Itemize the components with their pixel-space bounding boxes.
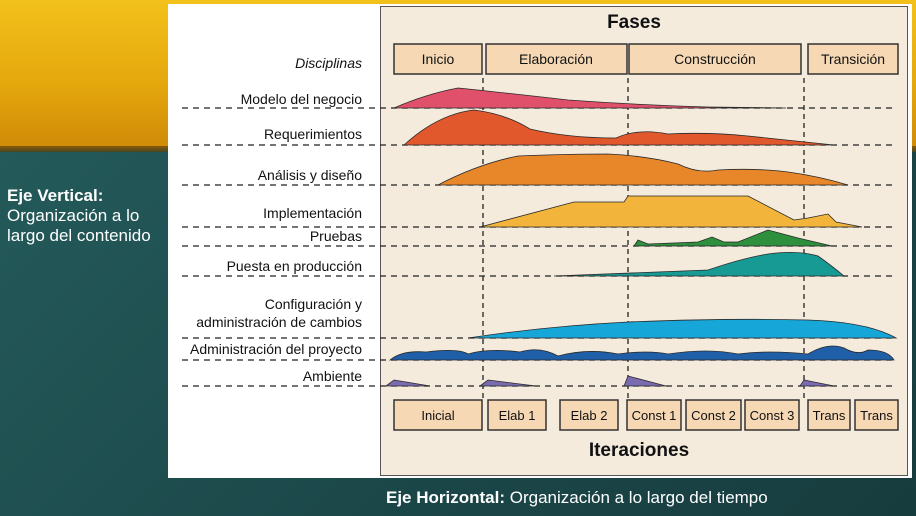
discipline-label-administracion: Administración del proyecto	[190, 341, 362, 357]
phase-box-inicio	[393, 43, 483, 75]
disciplines-header: Disciplinas	[295, 55, 362, 71]
phases-panel	[380, 6, 908, 476]
discipline-label-configuracion-1: Configuración y	[265, 296, 362, 312]
curve-configuracion	[467, 318, 898, 339]
vertical-axis-note-title: Eje Vertical:	[7, 186, 104, 205]
curve-ambiente-inicio	[384, 379, 431, 387]
iteration-label-const3: Const 3	[750, 408, 795, 423]
iteration-box-const3	[744, 399, 800, 431]
phase-label-inicio: Inicio	[422, 51, 455, 67]
phase-label-elaboracion: Elaboración	[519, 51, 593, 67]
discipline-label-configuracion-2: administración de cambios	[196, 314, 362, 330]
vertical-axis-note-body: Organización a lo largo del contenido	[7, 206, 151, 245]
discipline-label-requerimientos: Requerimientos	[264, 126, 362, 142]
curve-modelo-negocio	[393, 87, 787, 109]
iteration-boxes: Inicial Elab 1 Elab 2 Const 1 Const 2 Co…	[393, 399, 899, 431]
discipline-label-puesta: Puesta en producción	[227, 258, 362, 274]
iteration-box-elab2	[559, 399, 619, 431]
discipline-labels: Modelo del negocio Requerimientos Anális…	[190, 91, 362, 384]
workload-curves	[384, 87, 898, 387]
iteration-label-trans1: Trans	[813, 408, 846, 423]
phase-box-elaboracion	[485, 43, 628, 75]
phase-label-construccion: Construcción	[674, 51, 756, 67]
discipline-label-modelo-negocio: Modelo del negocio	[241, 91, 363, 107]
iteration-box-const1	[626, 399, 682, 431]
iteration-box-inicial	[393, 399, 483, 431]
curve-requerimientos	[402, 109, 835, 146]
curve-ambiente-elab	[478, 379, 537, 387]
discipline-label-analisis: Análisis y diseño	[258, 167, 362, 183]
iteration-box-trans1	[807, 399, 851, 431]
iteration-label-elab1: Elab 1	[499, 408, 536, 423]
phase-box-construccion	[628, 43, 802, 75]
vertical-axis-note: Eje Vertical: Organización a lo largo de…	[7, 186, 157, 246]
curve-puesta	[553, 252, 846, 277]
iteration-label-elab2: Elab 2	[571, 408, 608, 423]
iterations-title: Iteraciones	[589, 440, 689, 461]
rup-diagram-svg: Fases Iteraciones Disciplinas Inicio Ela…	[182, 12, 899, 461]
phase-boxes: Inicio Elaboración Construcción Transici…	[393, 43, 899, 75]
discipline-label-ambiente: Ambiente	[303, 368, 362, 384]
iteration-label-const2: Const 2	[691, 408, 736, 423]
phase-box-transicion	[807, 43, 899, 75]
curve-analisis	[437, 153, 849, 186]
curve-ambiente-const	[623, 375, 667, 387]
curve-ambiente-trans	[799, 379, 835, 387]
discipline-label-implementacion: Implementación	[263, 205, 362, 221]
discipline-label-pruebas: Pruebas	[310, 228, 362, 244]
curve-administracion	[388, 345, 895, 361]
phase-label-transicion: Transición	[821, 51, 885, 67]
curve-implementacion	[479, 195, 863, 228]
iteration-box-const2	[685, 399, 742, 431]
iteration-label-trans2: Trans	[860, 408, 893, 423]
iteration-box-elab1	[487, 399, 547, 431]
horizontal-axis-note: Eje Horizontal: Organización a lo largo …	[386, 488, 768, 508]
phases-title: Fases	[607, 12, 661, 33]
horizontal-axis-note-body: Organización a lo largo del tiempo	[505, 488, 768, 507]
iteration-box-trans2	[854, 399, 899, 431]
iteration-label-inicial: Inicial	[421, 408, 454, 423]
rup-diagram: Fases Iteraciones Disciplinas Inicio Ela…	[168, 4, 912, 478]
horizontal-axis-note-title: Eje Horizontal:	[386, 488, 506, 507]
iteration-label-const1: Const 1	[632, 408, 677, 423]
curve-pruebas	[633, 229, 833, 247]
